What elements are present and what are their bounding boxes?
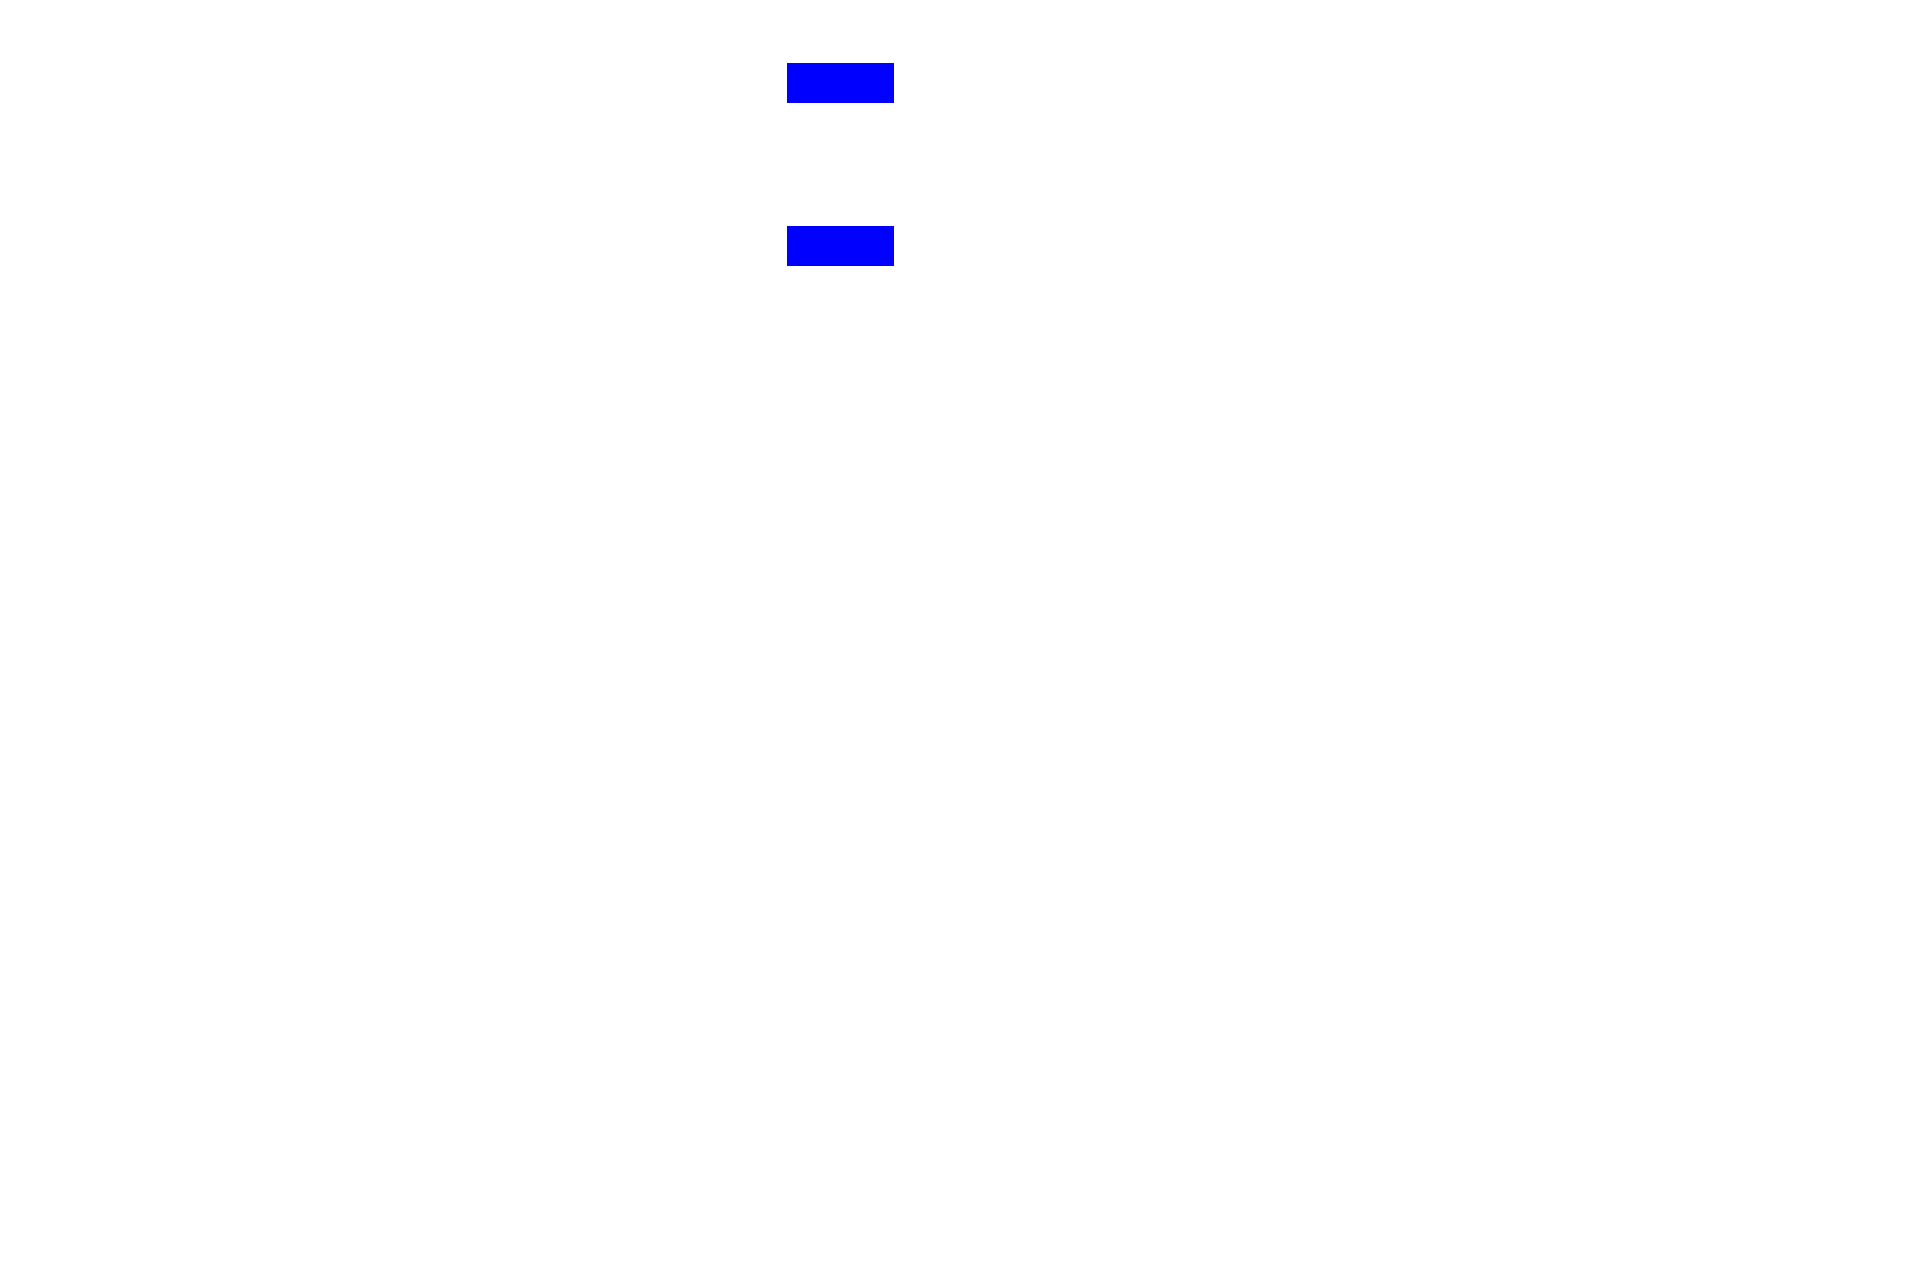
blue-rectangle-2 bbox=[787, 226, 894, 266]
blue-rectangle-1 bbox=[787, 63, 894, 103]
